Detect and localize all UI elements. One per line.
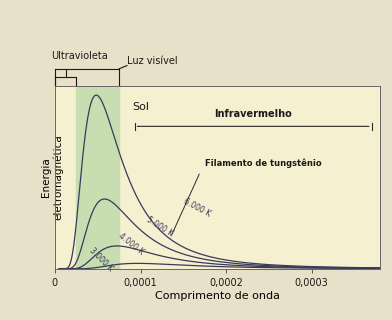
Text: Infravermelho: Infravermelho xyxy=(214,109,292,119)
Y-axis label: Energia
eletromagnética: Energia eletromagnética xyxy=(41,135,63,220)
Text: Sol: Sol xyxy=(132,102,149,112)
Text: 3.000 K: 3.000 K xyxy=(87,246,114,273)
Text: 5.000 K: 5.000 K xyxy=(145,215,174,238)
Bar xyxy=(76,86,119,269)
Text: Filamento de tungstênio: Filamento de tungstênio xyxy=(205,158,321,168)
Text: 6.000 K: 6.000 K xyxy=(181,196,212,218)
Text: 4.000 K: 4.000 K xyxy=(116,231,145,256)
X-axis label: Comprimento de onda: Comprimento de onda xyxy=(155,291,280,300)
Text: Luz visível: Luz visível xyxy=(127,56,178,66)
Text: Ultravioleta: Ultravioleta xyxy=(51,51,108,61)
